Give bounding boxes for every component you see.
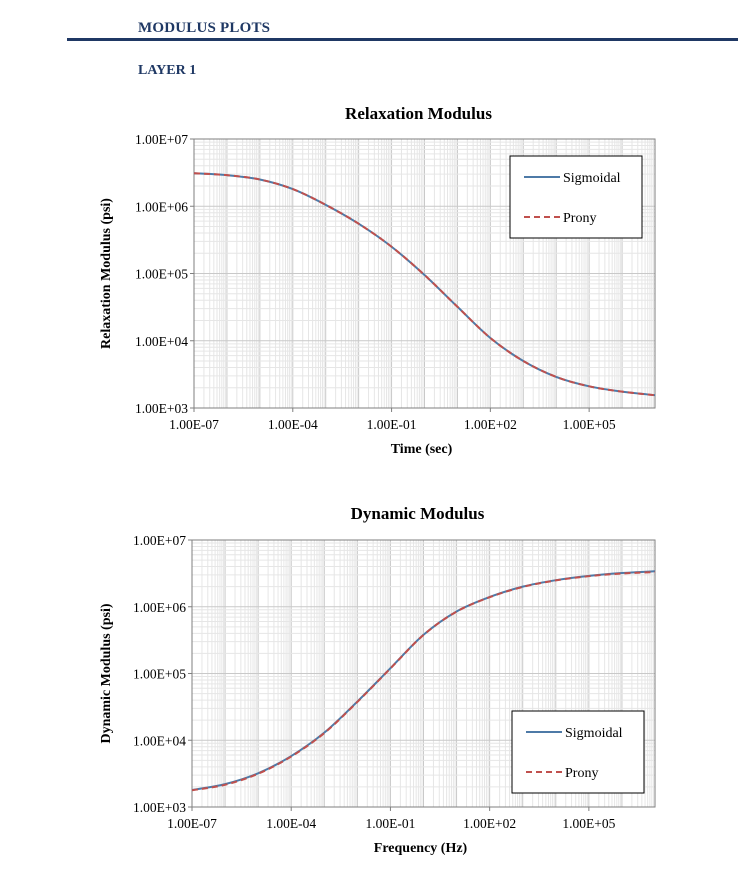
section-title: MODULUS PLOTS [138, 20, 271, 36]
legend-box [511, 710, 645, 794]
x-tick-label: 1.00E-04 [266, 816, 316, 831]
y-tick-label: 1.00E+06 [135, 199, 188, 214]
x-tick-label: 1.00E-01 [365, 816, 415, 831]
legend-label-sigmoidal: Sigmoidal [565, 726, 623, 741]
chart-title: Relaxation Modulus [345, 104, 492, 123]
legend-label-prony: Prony [565, 766, 598, 781]
x-tick-label: 1.00E+02 [464, 417, 517, 432]
y-tick-label: 1.00E+07 [135, 132, 188, 147]
legend-label-prony: Prony [563, 211, 596, 226]
y-tick-label: 1.00E+04 [133, 733, 186, 748]
y-axis-label: Relaxation Modulus (psi) [99, 198, 114, 349]
y-tick-label: 1.00E+05 [135, 267, 188, 282]
y-tick-label: 1.00E+04 [135, 334, 188, 349]
x-axis-label: Time (sec) [391, 442, 453, 457]
series-line-prony [193, 172, 656, 397]
x-tick-label: 1.00E-07 [167, 816, 217, 831]
layer-title: LAYER 1 [138, 63, 197, 78]
x-axis-label: Frequency (Hz) [374, 841, 468, 856]
legend-label-sigmoidal: Sigmoidal [563, 171, 621, 186]
x-tick-label: 1.00E+05 [562, 816, 615, 831]
x-tick-label: 1.00E+05 [563, 417, 616, 432]
y-tick-label: 1.00E+05 [133, 667, 186, 682]
x-tick-label: 1.00E+02 [463, 816, 516, 831]
y-tick-label: 1.00E+07 [133, 533, 186, 548]
x-tick-label: 1.00E-01 [367, 417, 417, 432]
legend-box [509, 155, 643, 239]
legend: Sigmoidal Prony [511, 710, 645, 794]
dynamic-modulus-chart: Dynamic Modulus 1.00E+03 1.00E+04 1.00E+05 1… [99, 504, 656, 856]
chart-title: Dynamic Modulus [351, 504, 485, 523]
x-tick-label: 1.00E-07 [169, 417, 219, 432]
legend: Sigmoidal Prony [509, 155, 643, 239]
header-rule [67, 38, 738, 41]
series-line-prony [191, 571, 656, 792]
x-tick-label: 1.00E-04 [268, 417, 318, 432]
y-tick-label: 1.00E+03 [135, 401, 188, 416]
y-tick-label: 1.00E+06 [133, 600, 186, 615]
relaxation-modulus-chart: Relaxation Modulus 1.00E+03 1.00E+04 1.00E+… [99, 104, 656, 457]
y-axis-label: Dynamic Modulus (psi) [99, 603, 114, 743]
y-tick-label: 1.00E+03 [133, 800, 186, 815]
